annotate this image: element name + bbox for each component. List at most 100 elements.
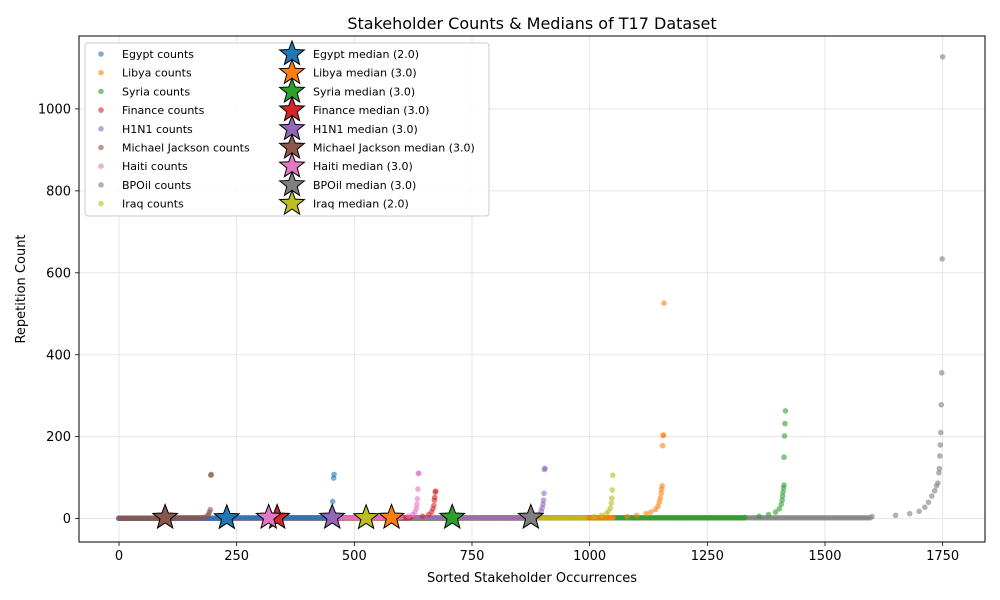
- data-point: [608, 495, 615, 501]
- legend-label: Finance counts: [122, 104, 205, 117]
- data-point: [782, 408, 789, 414]
- data-point: [591, 513, 598, 520]
- data-point: [937, 442, 944, 448]
- data-point: [598, 512, 605, 519]
- x-tick-label: 1500: [808, 549, 841, 564]
- data-point: [609, 487, 616, 493]
- legend-swatch-point: [98, 107, 104, 113]
- data-point: [582, 514, 588, 521]
- data-point: [931, 487, 938, 494]
- data-point: [782, 420, 788, 427]
- data-point: [643, 510, 649, 517]
- median-marker: [438, 503, 466, 530]
- data-point: [432, 488, 439, 495]
- legend-label: Michael Jackson counts: [122, 142, 250, 155]
- legend-label: Iraq median (2.0): [313, 198, 409, 211]
- data-point: [624, 513, 631, 520]
- legend-swatch-point: [98, 51, 104, 57]
- data-point: [936, 465, 943, 472]
- legend-entry-counts: H1N1 counts: [98, 123, 193, 136]
- y-tick-label: 200: [46, 430, 71, 445]
- data-point: [781, 454, 787, 460]
- data-point: [936, 469, 942, 476]
- data-point: [405, 513, 412, 519]
- data-point: [937, 429, 944, 436]
- x-tick-label: 250: [224, 549, 249, 564]
- data-point: [659, 483, 665, 489]
- data-point: [781, 482, 787, 488]
- legend-label: Syria median (3.0): [313, 85, 415, 98]
- data-point: [609, 472, 616, 479]
- data-point: [648, 509, 654, 515]
- data-point: [661, 300, 667, 306]
- y-tick-label: 0: [63, 512, 71, 527]
- data-point: [772, 509, 779, 515]
- legend-entry-counts: Egypt counts: [98, 48, 194, 61]
- median-marker: [254, 503, 283, 530]
- legend-swatch-point: [98, 144, 104, 151]
- legend-label: Syria counts: [122, 85, 190, 98]
- data-point: [208, 471, 215, 478]
- legend-entry-counts: Haiti counts: [98, 160, 188, 173]
- data-point: [633, 512, 640, 519]
- data-point: [658, 490, 664, 497]
- data-point: [540, 501, 546, 508]
- x-tick-label: 0: [115, 549, 123, 564]
- y-tick-label: 400: [46, 348, 71, 363]
- legend-swatch-point: [98, 88, 104, 95]
- data-point: [781, 433, 788, 439]
- x-tick-label: 750: [460, 549, 485, 564]
- legend-label: Libya counts: [122, 67, 192, 80]
- data-point: [780, 489, 786, 495]
- data-point: [776, 506, 783, 512]
- legend-label: Egypt median (2.0): [313, 48, 419, 61]
- data-point: [906, 510, 913, 517]
- legend-entry-counts: Michael Jackson counts: [98, 142, 250, 155]
- data-point: [415, 486, 421, 492]
- legend-entry-counts: Libya counts: [98, 67, 192, 80]
- legend-label: Egypt counts: [122, 48, 194, 61]
- data-point: [419, 513, 426, 519]
- data-point: [608, 500, 615, 506]
- y-axis-label: Repetition Count: [14, 234, 29, 343]
- median-marker: [213, 503, 241, 530]
- data-point: [414, 496, 421, 502]
- legend-entry-counts: Syria counts: [98, 85, 190, 98]
- median-marker: [352, 503, 380, 530]
- legend-swatch-point: [98, 182, 104, 188]
- data-point: [432, 494, 438, 501]
- data-point: [413, 505, 420, 512]
- plot-frame: [78, 35, 986, 543]
- data-point: [542, 465, 548, 472]
- x-tick-label: 500: [342, 549, 367, 564]
- legend-label: BPOil median (3.0): [313, 179, 416, 192]
- data-point: [416, 470, 422, 476]
- legend-swatch-point: [98, 69, 104, 76]
- data-point: [657, 495, 664, 501]
- data-point: [939, 256, 945, 262]
- data-point: [742, 514, 748, 521]
- legend-label: Iraq counts: [122, 198, 184, 211]
- data-point: [207, 506, 214, 513]
- data-point: [541, 490, 547, 497]
- data-point: [779, 493, 786, 499]
- data-point: [331, 471, 337, 478]
- data-point: [659, 442, 666, 449]
- data-point: [925, 499, 932, 506]
- x-tick-label: 1000: [573, 549, 606, 564]
- y-tick-label: 1000: [38, 102, 71, 117]
- legend: Egypt counts Egypt median (2.0) Libya coun…: [84, 39, 490, 217]
- legend-swatch-point: [98, 200, 104, 207]
- data-point: [414, 501, 420, 508]
- legend-label: BPOil counts: [122, 179, 191, 192]
- data-point: [938, 369, 945, 376]
- data-point: [329, 498, 336, 505]
- legend-entry-counts: Iraq counts: [98, 198, 184, 211]
- legend-label: Haiti median (3.0): [313, 160, 413, 173]
- median-marker: [318, 503, 346, 530]
- data-point: [431, 502, 437, 509]
- data-point: [921, 504, 928, 510]
- data-point: [892, 512, 899, 519]
- axes: 0 250 500 750 1000 1250 1500 1750 0 200 400 600 800 1…: [38, 102, 959, 564]
